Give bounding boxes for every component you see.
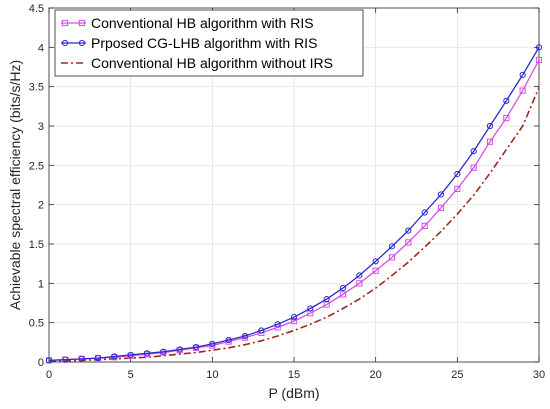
data-point-circle [45,357,53,364]
data-point-circle [290,314,298,321]
data-point-circle [421,209,428,216]
data-point-circle [111,353,118,360]
data-point-square [535,56,543,64]
legend-label: Conventional HB algorithm without IRS [91,55,333,71]
data-point-circle [160,348,167,355]
series-1 [45,44,543,364]
data-point-square [437,204,445,211]
data-point-circle [78,39,86,47]
data-point-circle [388,243,396,250]
data-point-square [519,87,526,94]
data-point-circle [323,295,330,303]
data-point-circle [339,284,347,292]
data-point-circle [258,327,265,334]
data-point-circle [225,336,232,344]
data-point-circle [61,39,69,47]
data-point-circle [356,272,363,279]
data-point-circle [535,44,543,51]
data-point-square [61,19,69,27]
y-tick-label: 1 [38,278,44,290]
legend: Conventional HB algorithm with RIS Prpose… [54,9,364,77]
x-tick-label: 30 [533,369,545,381]
y-tick-label: 1.5 [29,239,44,251]
x-tick-label: 5 [128,369,134,381]
data-point-circle [274,321,281,328]
x-tick-label: 0 [46,369,52,381]
data-point-circle [62,356,69,363]
data-point-square [78,19,86,27]
data-point-square [356,280,363,287]
legend-label: Conventional HB algorithm with RIS [91,15,314,31]
y-tick-label: 2.5 [29,160,44,172]
data-point-square [421,222,428,230]
data-point-circle [94,354,102,362]
data-point-square [372,267,379,274]
series-layer [45,44,543,364]
data-point-square [486,138,494,145]
series-line [48,46,540,362]
data-point-circle [209,340,216,348]
x-axis: 0 5 10 15 20 25 30 [46,8,545,381]
data-point-circle [405,227,412,234]
y-tick-label: 0.5 [29,318,44,330]
data-point-circle [486,122,494,130]
series-line [48,59,540,362]
data-point-circle [470,148,477,155]
data-point-circle [454,170,461,178]
data-point-square [388,254,396,261]
x-tick-label: 10 [206,369,218,381]
legend-box [54,9,364,77]
data-point-circle [503,97,510,104]
data-point-circle [78,355,85,362]
data-point-circle [241,332,249,340]
data-point-square [290,317,298,325]
data-point-circle [127,351,134,359]
data-point-circle [176,346,183,353]
data-point-circle [519,71,526,78]
y-tick-label: 3 [38,121,44,133]
data-point-circle [192,343,200,351]
y-axis-label: Achievable spectral efficiency (bits/s/H… [7,60,23,310]
x-tick-label: 20 [370,369,382,381]
data-point-square [339,291,347,298]
y-tick-label: 3.5 [29,82,44,94]
data-point-square [470,164,477,171]
data-point-circle [143,350,151,357]
x-tick-label: 25 [451,369,463,381]
y-tick-label: 0 [38,357,44,369]
x-tick-label: 15 [288,369,300,381]
y-tick-label: 2 [38,200,44,212]
data-point-circle [372,258,379,265]
data-point-circle [307,305,314,312]
legend-label: Prposed CG-LHB algorithm with RIS [91,35,317,51]
data-point-square [503,115,510,122]
data-point-circle [437,191,445,198]
x-axis-label: P (dBm) [268,385,319,401]
data-point-square [405,239,412,246]
data-point-square [454,185,461,193]
y-axis: 0 0.5 1 1.5 2 2.5 3 3.5 4 4.5 [29,3,539,369]
y-tick-label: 4.5 [29,3,44,15]
y-tick-label: 4 [38,42,44,54]
